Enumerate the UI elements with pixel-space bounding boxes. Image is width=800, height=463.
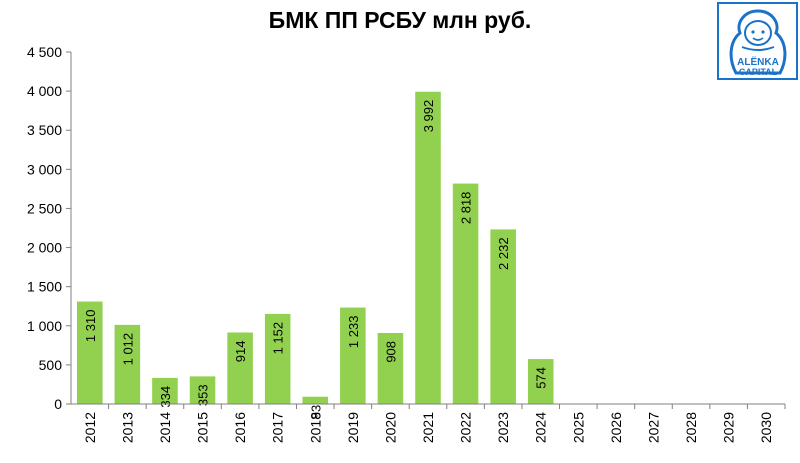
bar [490, 229, 516, 404]
x-axis: 2012 2013 2014 2015 2016 2017 2018 2019 2020 2021… [71, 403, 786, 443]
x-tick-label: 2021 [420, 412, 436, 443]
bar [377, 332, 404, 404]
bar [302, 396, 329, 404]
bar [415, 91, 441, 405]
data-label: 1 310 [83, 310, 98, 343]
y-axis: 0 500 1 000 1 500 2 000 2 500 3 000 3 500 4 000 4… [27, 44, 72, 412]
data-label: 2 232 [496, 237, 511, 270]
x-tick-label: 2029 [721, 412, 737, 443]
x-tick-label: 2016 [232, 412, 248, 443]
y-tick-label: 1 000 [27, 318, 62, 334]
x-tick-label: 2027 [645, 412, 661, 443]
logo-text-line2: CAPITAL [739, 67, 778, 77]
bar [452, 183, 479, 404]
data-label: 1 152 [271, 322, 286, 355]
x-tick-label: 2025 [570, 412, 586, 443]
x-tick-label: 2014 [157, 412, 173, 443]
y-tick-label: 1 500 [27, 279, 62, 295]
bar [227, 332, 253, 404]
bar [527, 359, 554, 404]
y-tick-label: 3 500 [27, 122, 62, 138]
x-tick-label: 2028 [683, 412, 699, 443]
bar [264, 313, 291, 404]
data-label: 3 992 [421, 100, 436, 133]
data-label: 914 [233, 341, 248, 363]
plot-area: 1 310 1 012 334 353 914 1 152 93 1 233 908 3 992 2… [77, 91, 554, 419]
x-tick-label: 2017 [270, 412, 286, 443]
x-tick-label: 2012 [82, 412, 98, 443]
y-tick-label: 4 500 [27, 44, 62, 60]
chart-title: БМК ПП РСБУ млн руб. [269, 7, 532, 33]
y-tick-label: 0 [54, 396, 62, 412]
matryoshka-icon [729, 9, 787, 75]
x-tick-label: 2030 [758, 412, 774, 443]
x-tick-label: 2026 [608, 412, 624, 443]
data-label: 1 233 [346, 316, 361, 349]
data-label: 353 [196, 384, 211, 406]
y-tick-label: 4 000 [27, 83, 62, 99]
data-label: 908 [383, 341, 398, 363]
x-tick-label: 2019 [345, 412, 361, 443]
x-tick-label: 2013 [119, 412, 135, 443]
data-label: 2 818 [459, 192, 474, 225]
x-tick-label: 2023 [495, 412, 511, 443]
bar [189, 376, 216, 404]
bar [340, 307, 366, 404]
data-label: 93 [308, 405, 323, 419]
y-tick-label: 2 000 [27, 240, 62, 256]
data-label: 334 [158, 386, 173, 408]
x-tick-label: 2015 [195, 412, 211, 443]
data-label: 574 [534, 367, 549, 389]
bar [152, 377, 178, 404]
x-tick-label: 2018 [307, 412, 323, 443]
y-tick-label: 3 000 [27, 161, 62, 177]
bar [77, 301, 103, 404]
data-label: 1 012 [120, 333, 135, 366]
y-tick-label: 500 [39, 357, 63, 373]
x-tick-label: 2024 [533, 412, 549, 443]
logo-text-line1: ALËNKA [737, 55, 779, 68]
y-tick-label: 2 500 [27, 200, 62, 216]
x-tick-label: 2020 [382, 412, 398, 443]
bar [114, 324, 141, 404]
logo: ALËNKA CAPITAL [717, 2, 798, 80]
x-tick-label: 2022 [458, 412, 474, 443]
